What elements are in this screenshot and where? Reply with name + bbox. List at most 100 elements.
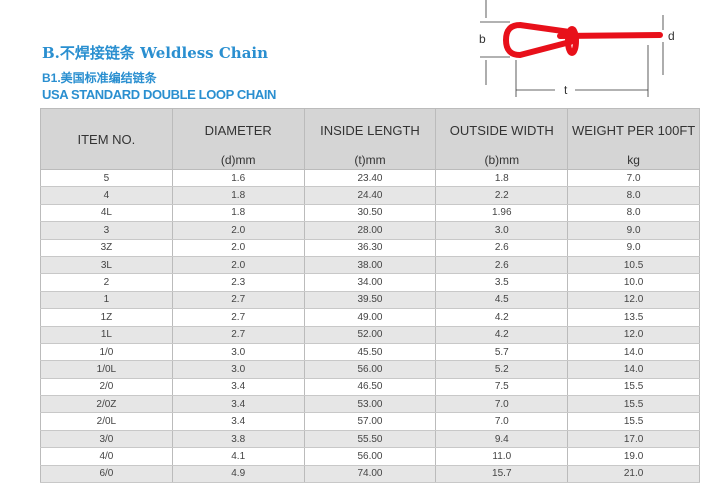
table-cell: 10.5 bbox=[567, 256, 700, 275]
table-cell: 3.8 bbox=[171, 430, 305, 449]
table-cell: 1.8 bbox=[435, 169, 569, 188]
header-label: OUTSIDE WIDTH bbox=[449, 122, 554, 138]
label-t: t bbox=[564, 83, 568, 97]
spec-table: ITEM NO. DIAMETER (d)mm INSIDE LENGTH (t)mm O… bbox=[40, 108, 700, 484]
table-cell: 1/0L bbox=[40, 360, 173, 379]
table-cell: 7.0 bbox=[435, 412, 569, 431]
chain-diagram: b d t bbox=[479, 0, 675, 97]
table-cell: 4.9 bbox=[171, 465, 305, 484]
table-cell: 2.7 bbox=[171, 308, 305, 327]
table-cell: 4.1 bbox=[171, 447, 305, 466]
table-cell: 46.50 bbox=[303, 378, 437, 397]
table-cell: 49.00 bbox=[303, 308, 437, 327]
table-cell: 2.7 bbox=[171, 291, 305, 310]
table-cell: 4.2 bbox=[435, 326, 569, 344]
table-cell: 15.5 bbox=[567, 378, 700, 397]
table-cell: 6/0 bbox=[40, 465, 173, 484]
subtitle-cn: B1.美国标准编结链条 bbox=[42, 71, 157, 85]
table-row: 3L 2.0 38.00 2.6 10.5 bbox=[40, 256, 700, 275]
table-row: 1/0L 3.0 56.00 5.2 14.0 bbox=[40, 360, 700, 379]
header-unit: (b)mm bbox=[484, 153, 520, 167]
table-cell: 45.50 bbox=[303, 343, 437, 362]
table-row: 3/0 3.8 55.50 9.4 17.0 bbox=[40, 430, 700, 449]
table-cell: 9.4 bbox=[435, 430, 569, 449]
table-row: 4 1.8 24.40 2.2 8.0 bbox=[40, 186, 700, 205]
table-cell: 15.7 bbox=[435, 465, 569, 484]
table-cell: 13.5 bbox=[567, 308, 700, 327]
table-cell: 15.5 bbox=[567, 412, 700, 431]
chain-link bbox=[502, 22, 663, 59]
table-row: 1Z 2.7 49.00 4.2 13.5 bbox=[40, 308, 700, 327]
column-header: OUTSIDE WIDTH (b)mm bbox=[435, 108, 569, 170]
table-cell: 1L bbox=[40, 326, 173, 344]
table-cell: 2/0Z bbox=[40, 395, 173, 414]
table-cell: 7.0 bbox=[435, 395, 569, 414]
table-cell: 9.0 bbox=[567, 221, 700, 240]
table-cell: 57.00 bbox=[303, 412, 437, 431]
table-cell: 12.0 bbox=[567, 291, 700, 310]
table-cell: 7.5 bbox=[435, 378, 569, 397]
table-cell: 11.0 bbox=[435, 447, 569, 466]
table-cell: 5.7 bbox=[435, 343, 569, 362]
table-cell: 2.0 bbox=[171, 256, 305, 275]
table-cell: 12.0 bbox=[567, 326, 700, 344]
table-row: 3Z 2.0 36.30 2.6 9.0 bbox=[40, 239, 700, 257]
table-cell: 2/0L bbox=[40, 412, 173, 431]
table-cell: 2.2 bbox=[435, 186, 569, 205]
table-cell: 2.0 bbox=[171, 239, 305, 257]
table-cell: 21.0 bbox=[567, 465, 700, 484]
column-header: ITEM NO. bbox=[40, 108, 173, 170]
table-row: 4/0 4.1 56.00 11.0 19.0 bbox=[40, 447, 700, 466]
table-cell: 74.00 bbox=[303, 465, 437, 484]
table-cell: 4.2 bbox=[435, 308, 569, 327]
table-row: 1 2.7 39.50 4.5 12.0 bbox=[40, 291, 700, 310]
table-cell: 2/0 bbox=[40, 378, 173, 397]
subtitle-en: USA STANDARD DOUBLE LOOP CHAIN bbox=[42, 87, 277, 102]
table-cell: 24.40 bbox=[303, 186, 437, 205]
label-b: b bbox=[479, 32, 486, 46]
table-cell: 19.0 bbox=[567, 447, 700, 466]
table-cell: 4L bbox=[40, 204, 173, 223]
table-row: 3 2.0 28.00 3.0 9.0 bbox=[40, 221, 700, 240]
table-cell: 14.0 bbox=[567, 360, 700, 379]
header-label: INSIDE LENGTH bbox=[320, 122, 420, 138]
header-unit: (t)mm bbox=[354, 153, 386, 167]
table-cell: 2.6 bbox=[435, 256, 569, 275]
table-cell: 53.00 bbox=[303, 395, 437, 414]
table-cell: 23.40 bbox=[303, 169, 437, 188]
table-cell: 15.5 bbox=[567, 395, 700, 414]
table-row: 2/0 3.4 46.50 7.5 15.5 bbox=[40, 378, 700, 397]
table-cell: 2.3 bbox=[171, 273, 305, 292]
table-cell: 5 bbox=[40, 169, 173, 188]
table-row: 5 1.6 23.40 1.8 7.0 bbox=[40, 169, 700, 188]
title-en: Weldless Chain bbox=[140, 44, 269, 62]
table-cell: 3Z bbox=[40, 239, 173, 257]
table-cell: 3.4 bbox=[171, 412, 305, 431]
table-cell: 14.0 bbox=[567, 343, 700, 362]
column-header: WEIGHT PER 100FT kg bbox=[567, 108, 700, 170]
table-cell: 5.2 bbox=[435, 360, 569, 379]
table-cell: 39.50 bbox=[303, 291, 437, 310]
header-label: ITEM NO. bbox=[77, 131, 136, 147]
table-row: 1L 2.7 52.00 4.2 12.0 bbox=[40, 326, 700, 344]
table-cell: 38.00 bbox=[303, 256, 437, 275]
table-cell: 3.0 bbox=[171, 360, 305, 379]
table-row: 2/0L 3.4 57.00 7.0 15.5 bbox=[40, 412, 700, 431]
table-cell: 1/0 bbox=[40, 343, 173, 362]
table-cell: 1.8 bbox=[171, 186, 305, 205]
table-row: 6/0 4.9 74.00 15.7 21.0 bbox=[40, 465, 700, 484]
table-row: 2/0Z 3.4 53.00 7.0 15.5 bbox=[40, 395, 700, 414]
table-cell: 3L bbox=[40, 256, 173, 275]
table-cell: 9.0 bbox=[567, 239, 700, 257]
table-cell: 3.5 bbox=[435, 273, 569, 292]
column-header: INSIDE LENGTH (t)mm bbox=[303, 108, 437, 170]
table-cell: 36.30 bbox=[303, 239, 437, 257]
table-cell: 1Z bbox=[40, 308, 173, 327]
table-cell: 4/0 bbox=[40, 447, 173, 466]
table-cell: 34.00 bbox=[303, 273, 437, 292]
table-cell: 3.0 bbox=[171, 343, 305, 362]
table-cell: 52.00 bbox=[303, 326, 437, 344]
table-cell: 4 bbox=[40, 186, 173, 205]
table-cell: 1.8 bbox=[171, 204, 305, 223]
table-cell: 3.4 bbox=[171, 395, 305, 414]
